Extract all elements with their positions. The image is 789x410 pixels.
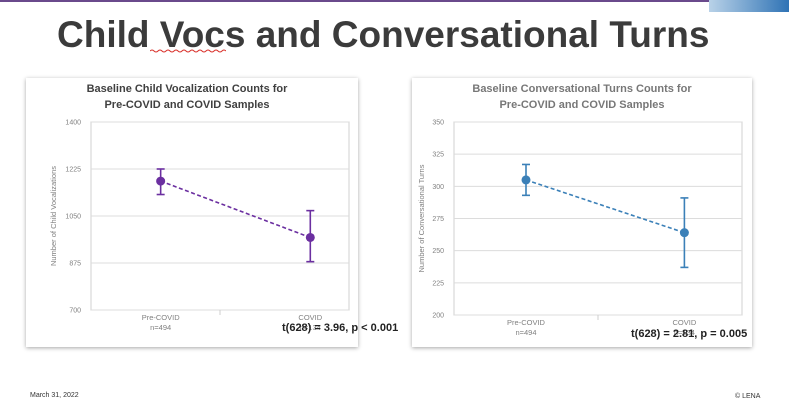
y-tick-label: 700 [69,308,81,315]
y-tick-label: 1400 [65,120,81,127]
chart-panel-child-vocalizations: Baseline Child Vocalization Counts for Pr… [26,78,398,347]
y-axis-label: Number of Child Vocalizations [49,166,58,266]
data-point [305,232,315,242]
chart-title-line: Baseline Conversational Turns Counts for [472,83,692,95]
series-line [525,179,685,234]
x-tick-label: Pre-COVID [142,313,181,322]
y-tick-label: 875 [69,261,81,268]
x-tick-sublabel: n=134 [300,323,321,332]
y-tick-label: 1225 [65,167,81,174]
y-tick-label: 300 [432,184,444,191]
stat-result: t(628) = 3.96, p < 0.001 [282,322,399,334]
data-point [521,175,531,185]
chart-title-line: Pre-COVID and COVID Samples [104,99,269,111]
y-tick-label: 325 [432,152,444,159]
chart-panel-conversational-turns: Baseline Conversational Turns Counts for… [412,78,752,347]
slide-title: Child Vocs and Conversational Turns [57,14,710,55]
footer-date: March 31, 2022 [30,392,79,399]
y-tick-label: 1050 [65,214,81,221]
x-tick-label: COVID [298,313,322,322]
stat-result: t(628) = 2.81, p = 0.005 [631,328,748,340]
footer-copyright: © LENA [735,393,761,400]
chart-title-line: Pre-COVID and COVID Samples [499,99,664,111]
data-point [156,176,166,186]
y-tick-label: 250 [432,248,444,255]
data-point [679,228,689,238]
series-line [160,180,311,239]
corner-accent [709,0,789,12]
y-tick-label: 225 [432,280,444,287]
top-rule [0,0,789,2]
x-tick-label: COVID [673,318,697,327]
y-axis-label: Number of Conversational Turns [417,164,426,272]
x-tick-sublabel: n=134 [674,328,695,337]
y-tick-label: 350 [432,120,444,127]
x-tick-label: Pre-COVID [507,318,546,327]
chart-title-line: Baseline Child Vocalization Counts for [87,83,289,95]
chart-conversational-turns: Baseline Conversational Turns Counts for… [417,83,743,337]
x-tick-sublabel: n=494 [515,328,536,337]
y-tick-label: 200 [432,313,444,320]
x-tick-sublabel: n=494 [150,323,171,332]
chart-child-vocalizations: Baseline Child Vocalization Counts for Pr… [49,83,350,332]
y-tick-label: 275 [432,216,444,223]
spellcheck-underline [150,49,226,53]
